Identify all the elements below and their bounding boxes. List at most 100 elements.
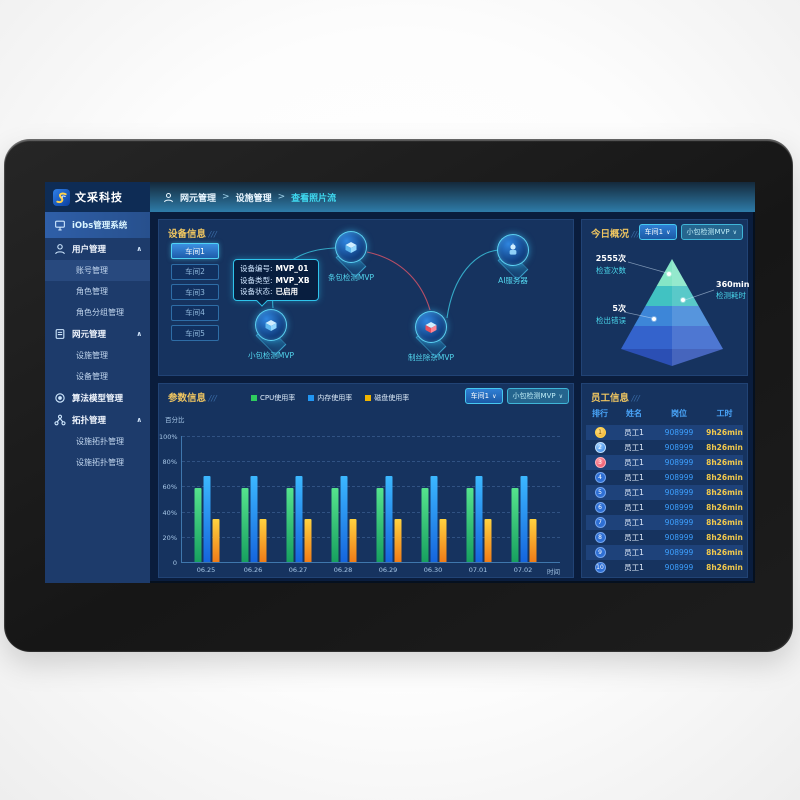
employee-hours: 8h26min [706,518,743,527]
sidebar-item-label: 算法模型管理 [72,394,124,404]
employee-post: 908999 [664,533,694,542]
employee-hours: 9h26min [706,428,743,437]
pyramid-chart [621,259,723,366]
bar-内存使用率 [203,476,211,562]
table-row: 10 员工1 908999 8h26min [586,560,743,575]
bar-CPU使用率 [194,487,202,562]
bar-group [286,476,312,562]
rank-badge: 4 [594,472,606,483]
bar-内存使用率 [340,476,348,562]
employee-name: 员工1 [624,503,644,512]
filter-dropdown[interactable]: 车间1 [638,224,677,240]
sidebar-item-网元管理[interactable]: 网元管理 ∧ [45,323,150,345]
tooltip-value: 已启用 [275,287,299,296]
sidebar-item-拓扑管理[interactable]: 拓扑管理 ∧ [45,409,150,431]
monitor-icon [54,219,66,231]
tooltip-line: 设备状态: 已启用 [240,286,312,298]
diagram-node-制丝除杂MVP[interactable]: 制丝除杂MVP [399,311,463,363]
filter-dropdown[interactable]: 小包检测MVP [506,388,569,404]
workshop-button[interactable]: 车间5 [171,325,219,341]
column-header: 岗位 [671,409,687,418]
breadcrumb-item[interactable]: 查看照片流 [291,193,337,204]
sidebar-item-设施拓扑管理[interactable]: 设施拓扑管理 [45,452,150,473]
bar-group [511,476,537,562]
sidebar-item-设备管理[interactable]: 设备管理 [45,366,150,387]
sidebar-item-label: 用户管理 [72,245,107,255]
bar-group [194,476,220,562]
sidebar-item-iObs管理系统[interactable]: iObs管理系统 [45,212,150,238]
device-tooltip: 设备编号: MVP_01 设备类型: MVP_XB 设备状态: 已启用 [233,259,319,301]
diagram-node-AI服务器[interactable]: AI服务器 [481,234,545,286]
diagram-node-条包检测MVP[interactable]: 条包检测MVP [319,231,383,283]
bar-内存使用率 [520,476,528,562]
sidebar-item-用户管理[interactable]: 用户管理 ∧ [45,238,150,260]
rank-cell: 3 [586,457,614,468]
table-body: 1 员工1 908999 9h26min 2 员工1 908999 8h26min 3 员工1 90… [586,425,743,575]
sidebar-item-账号管理[interactable]: 账号管理 [45,260,150,281]
x-tick-label: 06.27 [288,566,308,574]
breadcrumb-item[interactable]: 设施管理 [235,193,272,204]
legend-swatch [251,395,257,401]
sidebar-item-角色管理[interactable]: 角色管理 [45,281,150,302]
sidebar-item-角色分组管理[interactable]: 角色分组管理 [45,302,150,323]
table-row: 6 员工1 908999 8h26min [586,500,743,515]
employee-post: 908999 [664,488,694,497]
employee-post: 908999 [664,473,694,482]
workshop-button[interactable]: 车间3 [171,284,219,300]
rank-badge: 6 [594,502,606,513]
sidebar-item-label: 角色分组管理 [76,308,124,317]
employee-hours: 8h26min [706,563,743,572]
tooltip-line: 设备类型: MVP_XB [240,275,312,287]
breadcrumb: 网元管理 > 设施管理 > 查看照片流 [180,191,336,204]
employee-hours: 8h26min [706,443,743,452]
x-axis-label: 时间 [547,568,560,576]
sidebar-item-设施管理[interactable]: 设施管理 [45,345,150,366]
workshop-button[interactable]: 车间4 [171,304,219,321]
rank-badge: 5 [594,487,606,498]
tooltip-line: 设备编号: MVP_01 [240,263,312,275]
rank-badge: 8 [594,532,606,543]
gridline [182,536,560,538]
dashboard-screen: 文采科技 网元管理 > 设施管理 > 查看照片流 iObs管理系统 用户管理 ∧ 账号管理 角色… [45,182,755,583]
breadcrumb-item[interactable]: 网元管理 [180,193,217,204]
workshop-button[interactable]: 车间1 [171,243,219,259]
legend-item: 磁盘使用率 [365,393,409,403]
stat-value: 5次 [612,304,626,313]
bar-磁盘使用率 [484,519,492,562]
employee-post: 908999 [664,563,694,572]
employee-hours: 8h26min [706,503,743,512]
y-tick-label: 100% [159,433,178,441]
rank-cell: 10 [586,562,614,573]
rank-badge: 7 [594,517,606,528]
top-bar: 网元管理 > 设施管理 > 查看照片流 [150,182,755,212]
workshop-button[interactable]: 车间2 [171,263,219,280]
sidebar-item-设施拓扑管理[interactable]: 设施拓扑管理 [45,431,150,452]
bar-CPU使用率 [511,487,519,562]
y-tick-label: 20% [162,533,177,542]
sidebar-item-label: 角色管理 [76,287,108,296]
rank-cell: 6 [586,502,614,513]
filter-dropdown[interactable]: 小包检测MVP [680,224,743,240]
logo-icon [53,188,70,206]
legend-label: 内存使用率 [317,394,353,402]
pyramid-stat: 5次 检出错误 [582,303,626,326]
sidebar-item-label: 设施拓扑管理 [76,437,124,446]
sidebar-item-算法模型管理[interactable]: 算法模型管理 [45,387,150,409]
employee-post: 908999 [664,503,694,512]
employee-post: 908999 [664,548,694,557]
breadcrumb-separator: > [222,192,230,202]
medal-icon: 2 [594,442,606,453]
rank-badge: 10 [594,562,606,573]
bar-内存使用率 [295,476,303,562]
column-header: 排行 [592,409,608,418]
filter-dropdown[interactable]: 车间1 [464,388,503,404]
panel-title: 设备信息 [168,226,217,240]
legend-label: 磁盘使用率 [374,394,410,402]
x-tick-label: 07.02 [513,566,533,574]
x-tick-label: 06.29 [378,566,398,574]
diagram-node-小包检测MVP[interactable]: 小包检测MVP [239,309,303,361]
employee-name: 员工1 [624,428,644,437]
topology-icon [54,414,66,426]
employee-name: 员工1 [624,458,644,467]
